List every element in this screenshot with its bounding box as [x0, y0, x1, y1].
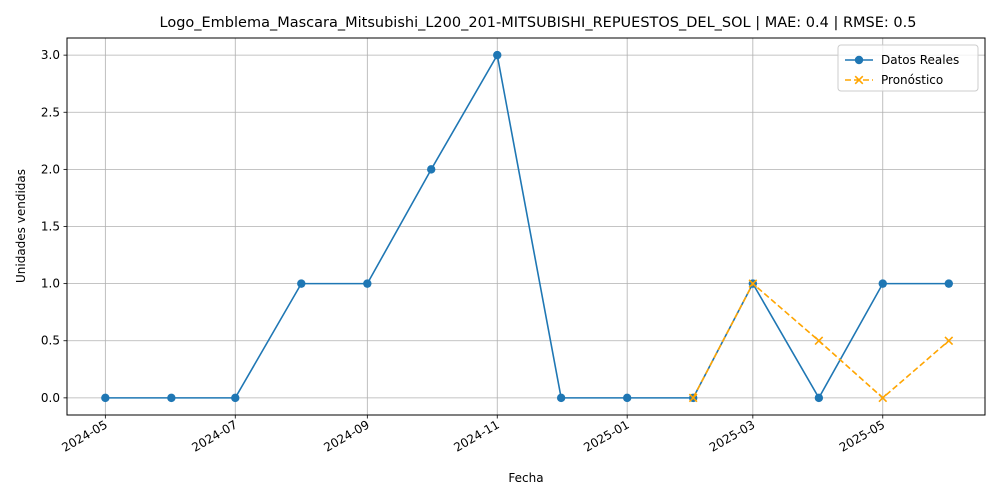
x-tick-label: 2024-09 [321, 417, 371, 454]
legend-label: Datos Reales [881, 53, 959, 67]
data-point [556, 393, 566, 403]
data-point [878, 393, 888, 403]
x-axis-title: Fecha [508, 471, 543, 485]
data-point [363, 279, 372, 288]
y-tick-label: 3.0 [41, 48, 60, 62]
x-tick-label: 2025-05 [837, 417, 887, 454]
series-line [105, 52, 949, 400]
series-pronostico [688, 279, 954, 403]
y-tick-label: 1.0 [41, 277, 60, 291]
data-point [622, 393, 632, 403]
grid-lines [67, 38, 985, 415]
legend-label: Pronóstico [881, 73, 943, 87]
y-tick-label: 2.5 [41, 105, 60, 119]
x-tick-label: 2024-11 [451, 417, 501, 454]
chart-title: Logo_Emblema_Mascara_Mitsubishi_L200_201… [160, 15, 917, 31]
data-point [944, 279, 953, 288]
x-tick-label: 2024-05 [59, 417, 109, 454]
data-point [427, 165, 436, 174]
data-point [814, 393, 824, 403]
y-tick-label: 0.0 [41, 391, 60, 405]
y-tick-label: 0.5 [41, 334, 60, 348]
y-axis-title: Unidades vendidas [14, 169, 28, 283]
data-point [101, 393, 110, 403]
y-tick-label: 1.5 [41, 220, 60, 234]
data-point [231, 393, 240, 403]
data-point [493, 50, 502, 60]
x-tick-label: 2025-03 [707, 417, 757, 454]
data-point [814, 336, 824, 346]
y-tick-label: 2.0 [41, 162, 60, 176]
legend: Datos Reales Pronóstico [837, 44, 979, 92]
x-tick-label: 2024-07 [189, 417, 239, 454]
data-point [688, 393, 698, 403]
legend-marker [854, 55, 864, 65]
x-axis: 2024-05 2024-07 2024-09 2024-11 2025-01 2025-… [59, 415, 887, 455]
data-point [167, 393, 176, 403]
legend-marker [854, 75, 864, 85]
series-layer [101, 50, 954, 403]
data-point [944, 336, 954, 346]
data-point [297, 279, 306, 288]
data-point [748, 279, 758, 288]
data-point [878, 279, 887, 288]
legend-item: Datos Reales [845, 53, 959, 67]
y-axis: 0.0 0.5 1.0 1.5 2.0 2.5 3.0 [41, 48, 67, 405]
legend-item: Pronóstico [845, 73, 943, 87]
x-tick-label: 2025-01 [581, 417, 631, 454]
